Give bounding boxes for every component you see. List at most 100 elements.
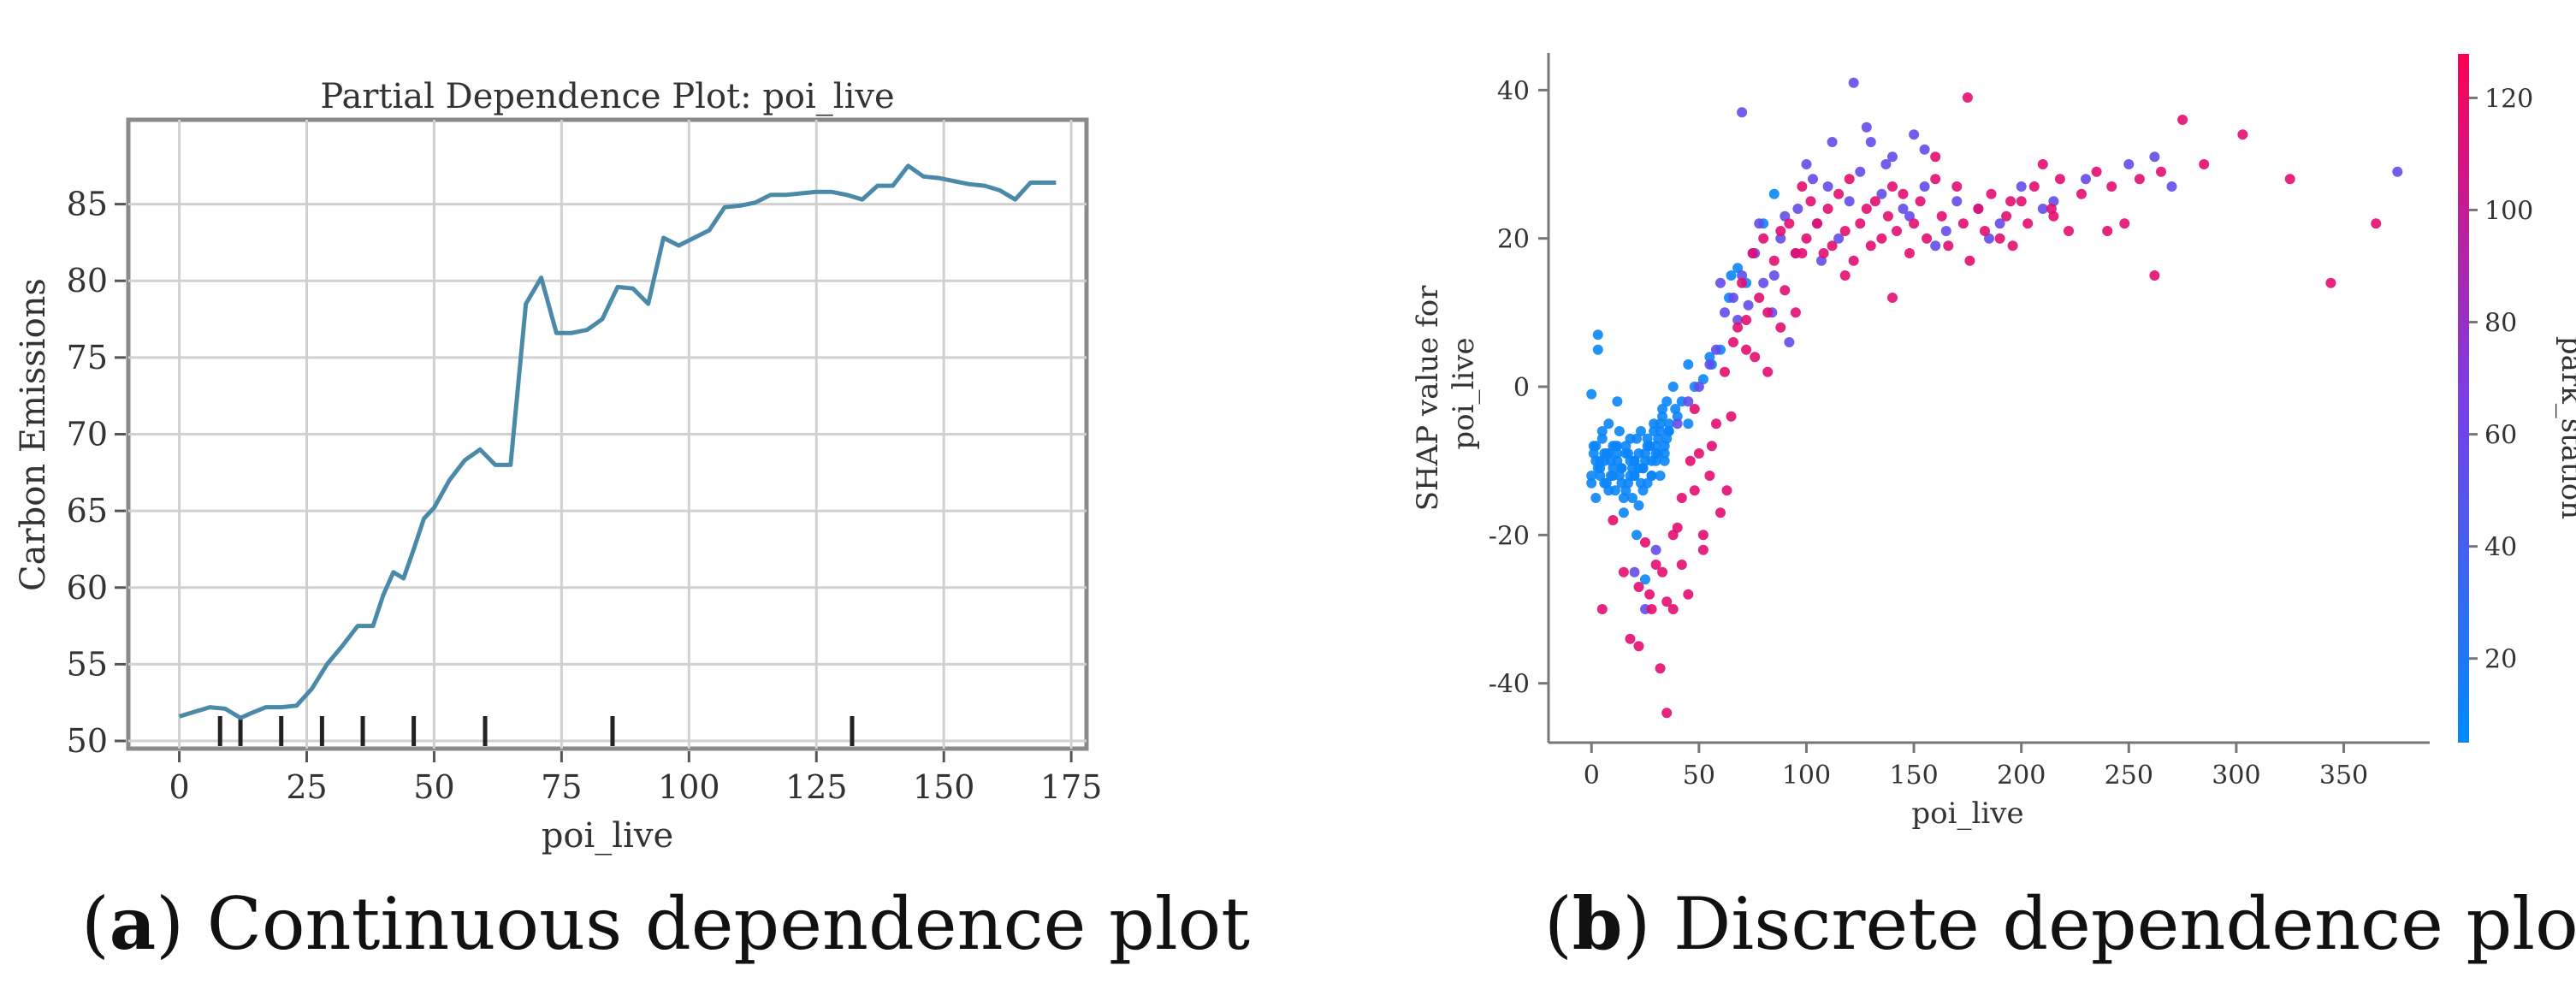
shap-point bbox=[1876, 233, 1887, 244]
pdp-x-tick-label: 150 bbox=[913, 768, 975, 806]
shap-point bbox=[1689, 404, 1700, 414]
shap-point bbox=[1898, 204, 1909, 214]
shap-point bbox=[1951, 181, 1963, 192]
shap-point bbox=[1726, 270, 1737, 281]
shap-point bbox=[1865, 137, 1876, 147]
pdp-y-tick-label: 60 bbox=[67, 569, 108, 607]
shap-point bbox=[1898, 188, 1909, 199]
shap-point bbox=[1904, 248, 1915, 258]
shap-point bbox=[1697, 374, 1708, 385]
shap-point bbox=[1612, 448, 1623, 459]
shap-point bbox=[1586, 477, 1597, 489]
shap-point bbox=[1980, 226, 1990, 236]
shap-x-tick-label: 200 bbox=[1997, 761, 2046, 791]
pdp-title: Partial Dependence Plot: poi_live bbox=[320, 77, 894, 116]
shap-point bbox=[2149, 151, 2160, 163]
pdp-x-label: poi_live bbox=[542, 816, 673, 856]
shap-point bbox=[1685, 455, 1696, 466]
shap-point bbox=[1631, 530, 1642, 541]
shap-point bbox=[1608, 515, 1619, 525]
shap-x-tick-label: 0 bbox=[1584, 761, 1600, 791]
shap-point bbox=[1812, 218, 1822, 229]
shap-point bbox=[1711, 418, 1721, 429]
shap-point bbox=[1768, 188, 1780, 199]
shap-point bbox=[1930, 174, 1941, 185]
shap-point bbox=[1596, 604, 1608, 614]
shap-point bbox=[1704, 471, 1715, 481]
shap-point bbox=[1728, 337, 1738, 347]
shap-point bbox=[2091, 166, 2102, 177]
shap-point bbox=[1915, 196, 1926, 207]
shap-point bbox=[1625, 633, 1636, 644]
shap-point bbox=[1855, 218, 1866, 229]
shap-point bbox=[1848, 77, 1859, 88]
shap-point bbox=[1650, 544, 1661, 555]
pdp-x-tick-label: 25 bbox=[286, 768, 327, 806]
shap-point bbox=[1640, 574, 1650, 585]
shap-point bbox=[1784, 337, 1795, 347]
shap-point bbox=[1909, 218, 1920, 229]
shap-point bbox=[1599, 455, 1610, 466]
shap-point bbox=[1737, 107, 1748, 118]
shap-point bbox=[2237, 129, 2248, 140]
shap-point bbox=[1590, 441, 1602, 452]
colorbar-label: park_station bbox=[2555, 336, 2576, 519]
shap-point bbox=[1892, 226, 1902, 236]
shap-point bbox=[1663, 426, 1674, 436]
shap-point bbox=[1596, 426, 1608, 436]
pdp-line bbox=[178, 163, 1057, 720]
shap-point bbox=[1919, 144, 1930, 155]
shap-point bbox=[1869, 196, 1880, 207]
shap-point bbox=[1758, 233, 1769, 244]
pdp-rug bbox=[217, 716, 855, 746]
pdp-y-tick-label: 85 bbox=[67, 186, 108, 223]
shap-point bbox=[1586, 388, 1597, 400]
shap-point bbox=[1887, 293, 1898, 303]
shap-point bbox=[1655, 663, 1666, 674]
colorbar bbox=[2458, 54, 2469, 743]
shap-point bbox=[1930, 240, 1941, 252]
shap-point bbox=[1676, 560, 1687, 570]
shap-point bbox=[2106, 181, 2117, 192]
pdp-x-tick-label: 50 bbox=[413, 768, 454, 806]
shap-point bbox=[1848, 255, 1859, 266]
shap-point bbox=[1855, 166, 1866, 177]
shap-x-label: poi_live bbox=[1911, 797, 2023, 831]
shap-point bbox=[1642, 441, 1653, 452]
shap-point bbox=[1629, 471, 1640, 481]
shap-point bbox=[1951, 196, 1963, 207]
shap-point bbox=[1659, 455, 1670, 466]
shap-point bbox=[1603, 485, 1614, 496]
shap-point bbox=[1936, 210, 1947, 222]
shap-point bbox=[1754, 218, 1765, 229]
shap-point bbox=[1618, 566, 1629, 578]
shap-point bbox=[1865, 240, 1876, 252]
shap-point bbox=[1657, 404, 1668, 414]
shap-point bbox=[1657, 566, 1668, 578]
shap-point bbox=[1986, 188, 1997, 199]
shap-point bbox=[2022, 218, 2034, 229]
shap-point bbox=[1737, 270, 1748, 281]
shap-point bbox=[1592, 329, 1603, 341]
shap-point bbox=[1844, 174, 1855, 185]
shap-point bbox=[2177, 115, 2188, 125]
pdp-x-tick-label: 100 bbox=[658, 768, 720, 806]
shap-point bbox=[1715, 507, 1726, 518]
shap-point bbox=[1683, 359, 1694, 370]
shap-point bbox=[2016, 196, 2027, 207]
pdp-chart: 0 25 50 75 100 125 150 175 50 55 60 65 70 75 80 85 Part… bbox=[14, 77, 1102, 856]
shap-point bbox=[1801, 159, 1812, 169]
shap-x-tick-label: 100 bbox=[1782, 761, 1831, 791]
shap-point bbox=[1663, 418, 1674, 429]
shap-point bbox=[1633, 500, 1644, 511]
shap-point bbox=[1667, 382, 1679, 392]
shap-point bbox=[1614, 426, 1625, 436]
shap-point bbox=[1676, 493, 1687, 503]
shap-point bbox=[1741, 344, 1752, 355]
shap-point bbox=[1636, 426, 1646, 436]
shap-y-tick-label: 40 bbox=[1497, 76, 1530, 106]
shap-point bbox=[1827, 240, 1838, 252]
shap-point bbox=[1943, 240, 1954, 252]
shap-point bbox=[1743, 299, 1754, 311]
